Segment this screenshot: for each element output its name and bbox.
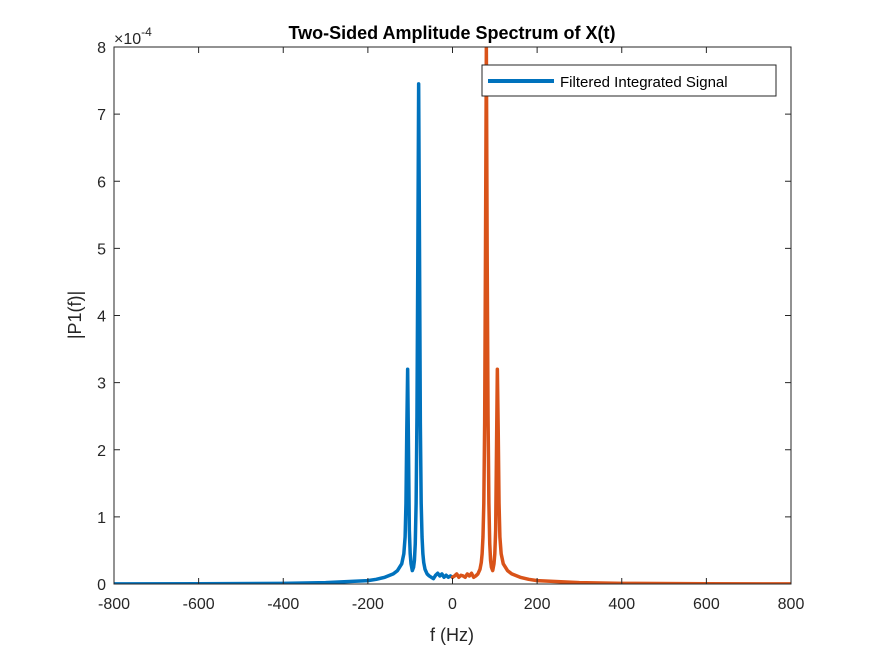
y-tick-label: 5 (97, 241, 106, 258)
x-tick-label: 0 (448, 596, 457, 613)
y-axis-label: |P1(f)| (65, 291, 85, 339)
legend: Filtered Integrated Signal (481, 64, 777, 97)
x-tick-label: -800 (98, 596, 130, 613)
x-tick-label: -600 (183, 596, 215, 613)
y-tick-label: 7 (97, 107, 106, 124)
y-multiplier-exponent: -4 (141, 25, 152, 39)
y-tick-label: 2 (97, 443, 106, 460)
x-tick-label: -400 (267, 596, 299, 613)
tick-layer: -800 -600 -400 -200 0 200 400 600 800 0 1 2 3 4 5 6 7 8 (97, 40, 804, 613)
legend-entry-label: Filtered Integrated Signal (560, 74, 728, 91)
y-multiplier-base: ×10 (114, 31, 141, 48)
x-tick-label: 800 (778, 596, 805, 613)
x-axis-label: f (Hz) (430, 625, 474, 645)
series-line-0 (114, 82, 455, 584)
x-tick-label: -200 (352, 596, 384, 613)
chart-title: Two-Sided Amplitude Spectrum of X(t) (289, 23, 616, 43)
x-tick-label: 400 (608, 596, 635, 613)
y-tick-label: 3 (97, 376, 106, 393)
y-tick-label: 1 (97, 510, 106, 527)
plot-area-background (114, 47, 791, 584)
y-tick-label: 8 (97, 40, 106, 57)
x-tick-label: 200 (524, 596, 551, 613)
series-line-1 (450, 47, 791, 584)
series-layer (114, 47, 791, 584)
y-tick-label: 6 (97, 174, 106, 191)
y-tick-label: 0 (97, 577, 106, 594)
y-tick-label: 4 (97, 309, 106, 326)
x-tick-label: 600 (693, 596, 720, 613)
y-axis-multiplier: ×10-4 (114, 25, 152, 48)
